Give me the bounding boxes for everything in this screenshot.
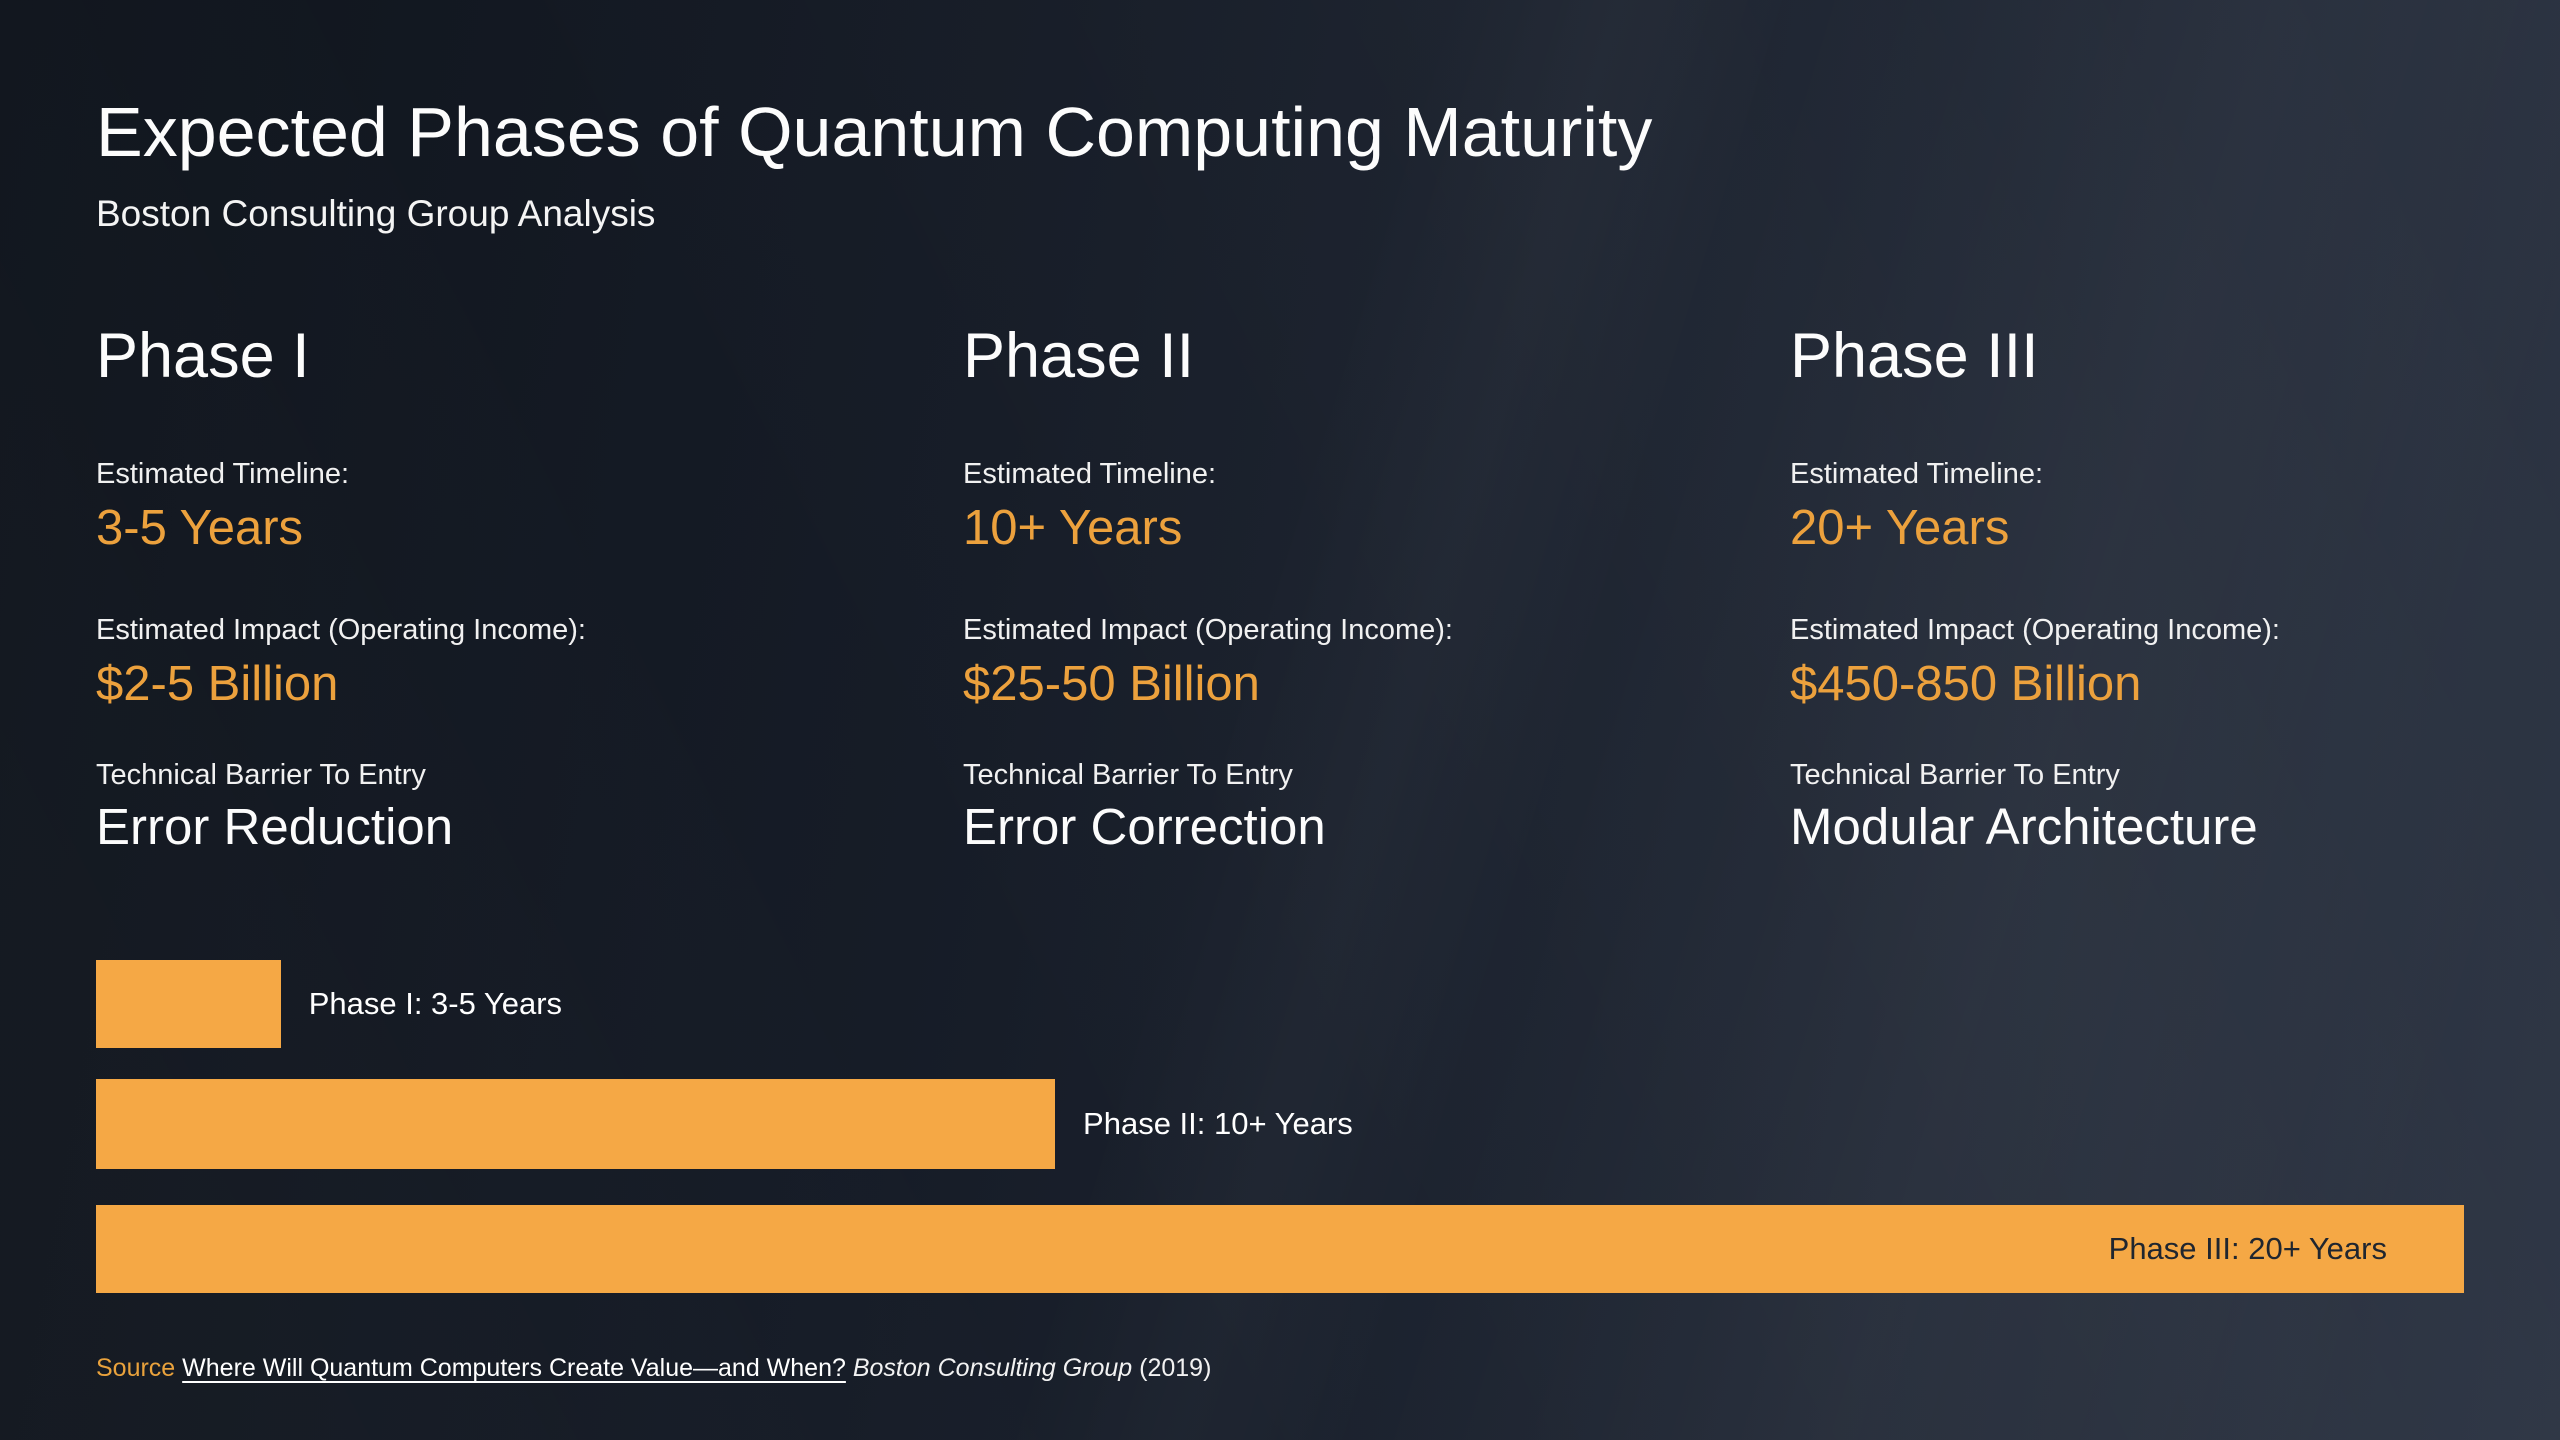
barrier-label: Technical Barrier To Entry: [1790, 758, 2120, 791]
timeline-value: 3-5 Years: [96, 501, 304, 556]
phase-name: Phase III: [1790, 321, 2039, 391]
barrier-value: Error Reduction: [96, 798, 454, 856]
timeline-label: Estimated Timeline:: [1790, 458, 2044, 491]
timeline-label: Estimated Timeline:: [96, 458, 350, 491]
source-year: (2019): [1139, 1354, 1212, 1382]
bar-row-phase3: Phase III: 20+ Years: [96, 1205, 2464, 1293]
timeline-value: 10+ Years: [963, 501, 1183, 556]
phase-column-1: Phase I Estimated Timeline: 3-5 Years Es…: [96, 321, 836, 857]
barrier-label: Technical Barrier To Entry: [963, 758, 1293, 791]
timeline-bar-phase2: [96, 1079, 1056, 1169]
source-line: Source Where Will Quantum Computers Crea…: [96, 1352, 1211, 1385]
barrier-label: Technical Barrier To Entry: [96, 758, 426, 791]
slide-title: Expected Phases of Quantum Computing Mat…: [96, 93, 1653, 171]
slide-subtitle: Boston Consulting Group Analysis: [96, 193, 656, 234]
impact-label: Estimated Impact (Operating Income):: [1790, 614, 2280, 647]
timeline-label: Estimated Timeline:: [963, 458, 1217, 491]
phase-name: Phase II: [963, 321, 1195, 391]
source-prefix: Source: [96, 1354, 176, 1382]
bar-row-phase2: Phase II: 10+ Years: [96, 1079, 2464, 1169]
impact-value: $25-50 Billion: [963, 657, 1260, 712]
timeline-value: 20+ Years: [1790, 501, 2010, 556]
bar-label-phase3: Phase III: 20+ Years: [2108, 1231, 2387, 1267]
barrier-value: Error Correction: [963, 798, 1326, 856]
barrier-value: Modular Architecture: [1790, 798, 2258, 856]
phase-column-3: Phase III Estimated Timeline: 20+ Years …: [1790, 321, 2530, 857]
impact-label: Estimated Impact (Operating Income):: [963, 614, 1453, 647]
impact-value: $2-5 Billion: [96, 657, 339, 712]
impact-label: Estimated Impact (Operating Income):: [96, 614, 586, 647]
timeline-bar-phase3: Phase III: 20+ Years: [96, 1205, 2464, 1293]
phase-name: Phase I: [96, 321, 310, 391]
phase-column-2: Phase II Estimated Timeline: 10+ Years E…: [963, 321, 1703, 857]
impact-value: $450-850 Billion: [1790, 657, 2142, 712]
bar-label-phase2: Phase II: 10+ Years: [1083, 1106, 1353, 1142]
bar-label-phase1: Phase I: 3-5 Years: [308, 986, 563, 1022]
timeline-bar-phase1: [96, 960, 281, 1048]
bar-row-phase1: Phase I: 3-5 Years: [96, 960, 2464, 1048]
source-publisher: Boston Consulting Group: [852, 1354, 1133, 1382]
source-link[interactable]: Where Will Quantum Computers Create Valu…: [182, 1354, 846, 1382]
